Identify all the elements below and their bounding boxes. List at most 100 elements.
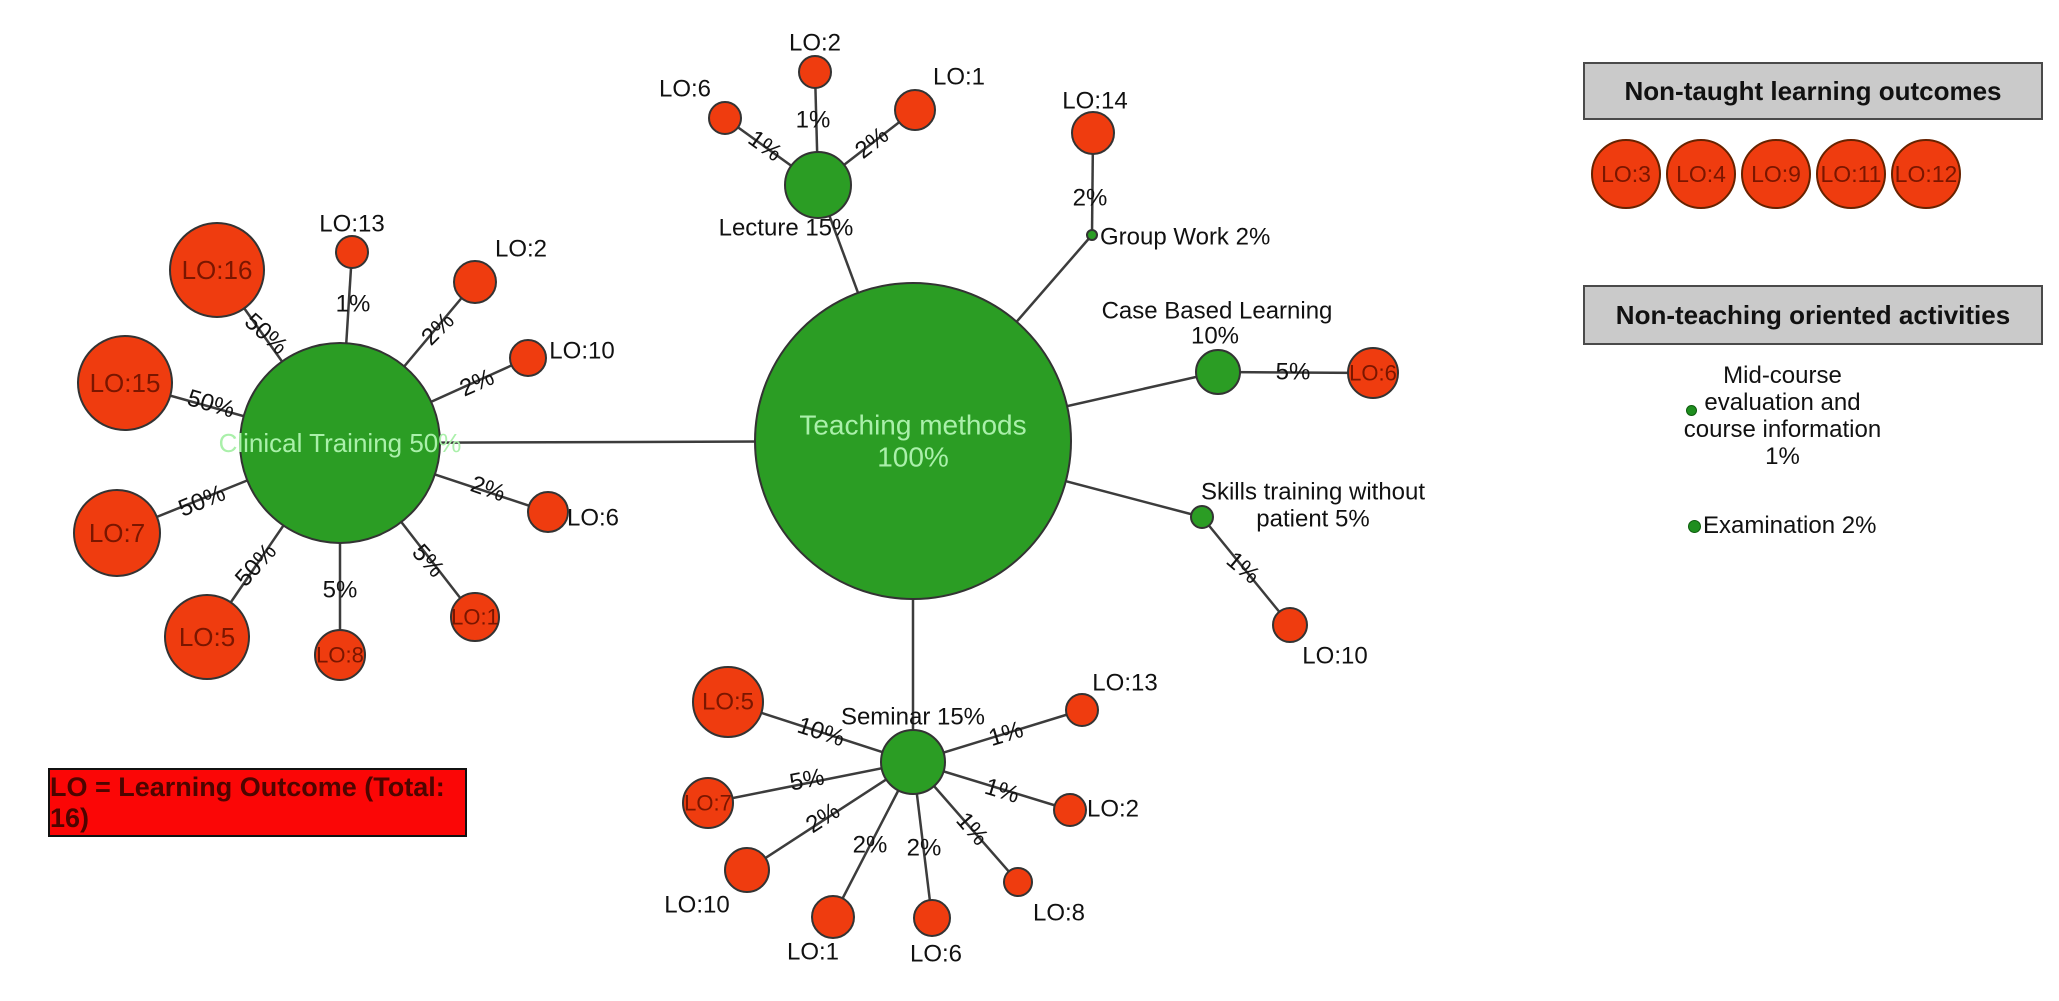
node-label-cl_lo5: LO:5 <box>179 622 235 652</box>
edge-percentage-label: 2% <box>907 835 942 862</box>
diagram-text-label: Skills training without <box>1201 479 1425 506</box>
edge-percentage-label: 1% <box>796 107 831 134</box>
edge-percentage-label: 50% <box>230 538 282 592</box>
edge-percentage-label: 1% <box>336 291 371 318</box>
node-label-sem_lo7: LO:7 <box>684 791 732 816</box>
node-skills <box>1190 505 1214 529</box>
node-teaching <box>754 282 1072 600</box>
node-label-teaching: 100% <box>877 442 949 473</box>
diagram-text-label: LO:2 <box>789 30 841 57</box>
non-taught-outcomes-header: Non-taught learning outcomes <box>1583 62 2043 120</box>
edge-percentage-label: 2% <box>1073 185 1108 212</box>
node-cl_lo15 <box>77 335 173 431</box>
node-sem_lo7 <box>682 777 734 829</box>
diagram-text-label: LO:14 <box>1062 88 1127 115</box>
node-label-cl_lo7: LO:7 <box>89 518 145 548</box>
node-cl_lo8 <box>314 629 366 681</box>
diagram-text-label: LO:2 <box>495 236 547 263</box>
diagram-text-label: LO:1 <box>787 939 839 966</box>
non-taught-outcome-circle: LO:12 <box>1891 139 1961 209</box>
node-sem_lo8 <box>1003 867 1033 897</box>
diagram-text-label: LO:10 <box>1302 643 1367 670</box>
edge-percentage-label: 5% <box>323 577 358 604</box>
node-lec_lo1 <box>894 89 936 131</box>
node-label-cbl_lo6: LO:6 <box>1349 361 1397 386</box>
node-groupwork <box>1086 229 1098 241</box>
non-taught-outcome-circle: LO:11 <box>1816 139 1886 209</box>
edge-skills-skl_lo10 <box>1201 516 1291 626</box>
node-sem_lo13 <box>1065 693 1099 727</box>
node-cl_lo10 <box>509 339 547 377</box>
edge-percentage-label: 2% <box>850 122 894 165</box>
examination-item: Examination 2% <box>1688 512 1876 540</box>
node-skl_lo10 <box>1272 607 1308 643</box>
non-taught-outcome-circle: LO:9 <box>1741 139 1811 209</box>
node-sem_lo5 <box>692 666 764 738</box>
diagram-text-label: LO:1 <box>933 64 985 91</box>
node-label-cl_lo8: LO:8 <box>316 643 364 668</box>
edge-percentage-label: 1% <box>743 125 787 167</box>
edge-percentage-label: 5% <box>787 763 826 796</box>
edge-percentage-label: 5% <box>1276 359 1311 386</box>
node-cbl <box>1195 349 1241 395</box>
node-cbl_lo6 <box>1347 347 1399 399</box>
diagram-text-label: LO:13 <box>319 211 384 238</box>
edge-percentage-label: 10% <box>794 712 848 753</box>
diagram-text-label: Case Based Learning <box>1102 298 1333 325</box>
node-cl_lo16 <box>169 222 265 318</box>
midcourse-line-2: evaluation and <box>1704 389 1861 416</box>
diagram-text-label: LO:8 <box>1033 900 1085 927</box>
diagram-text-label: patient 5% <box>1256 506 1369 533</box>
midcourse-line-1: Mid-course <box>1723 362 1842 389</box>
diagram-text-label: 10% <box>1191 323 1239 350</box>
edge-percentage-label: 1% <box>985 716 1026 752</box>
diagram-text-label: LO:6 <box>910 941 962 968</box>
node-seminar <box>880 729 946 795</box>
edge-seminar-sem_lo10 <box>746 760 914 872</box>
node-sem_lo2 <box>1053 793 1087 827</box>
lo-legend-box: LO = Learning Outcome (Total: 16) <box>48 768 467 837</box>
node-clinical <box>239 342 441 544</box>
edge-percentage-label: 1% <box>981 773 1022 809</box>
node-sem_lo10 <box>724 847 770 893</box>
diagram-text-label: Seminar 15% <box>841 704 985 731</box>
diagram-text-label: Group Work 2% <box>1100 224 1270 251</box>
node-label-clinical: Clinical Training 50% <box>219 428 462 458</box>
node-cl_lo1 <box>450 592 500 642</box>
edge-percentage-label: 2% <box>801 797 845 839</box>
midcourse-evaluation-item: Mid-course evaluation and course informa… <box>1655 362 1910 470</box>
node-label-cl_lo16: LO:16 <box>182 255 253 285</box>
diagram-text-label: LO:10 <box>664 892 729 919</box>
edge-percentage-label: 2% <box>456 364 499 403</box>
node-cl_lo6 <box>527 491 569 533</box>
node-label-cl_lo15: LO:15 <box>90 368 161 398</box>
non-taught-outcome-circle: LO:3 <box>1591 139 1661 209</box>
node-label-sem_lo5: LO:5 <box>702 689 754 716</box>
non-taught-outcomes-row: LO:3 LO:4 LO:9 LO:11 LO:12 <box>1591 139 1961 209</box>
non-teaching-activities-header: Non-teaching oriented activities <box>1583 285 2043 345</box>
examination-label: Examination 2% <box>1703 512 1877 539</box>
diagram-text-label: LO:6 <box>659 76 711 103</box>
node-cl_lo7 <box>73 489 161 577</box>
node-lo14 <box>1071 111 1115 155</box>
edge-percentage-label: 50% <box>239 308 293 360</box>
non-taught-outcome-circle: LO:4 <box>1666 139 1736 209</box>
node-lec_lo2 <box>798 55 832 89</box>
midcourse-line-4: 1% <box>1765 443 1800 470</box>
edge-percentage-label: 1% <box>1221 547 1265 590</box>
node-cl_lo13 <box>335 235 369 269</box>
edge-seminar-sem_lo7 <box>707 760 914 805</box>
edge-percentage-label: 2% <box>853 832 888 859</box>
midcourse-dot-icon <box>1686 405 1697 416</box>
node-label-cl_lo1: LO:1 <box>451 605 499 630</box>
node-lec_lo6 <box>708 101 742 135</box>
node-cl_lo5 <box>164 594 250 680</box>
diagram-text-label: LO:13 <box>1092 670 1157 697</box>
node-sem_lo6 <box>913 899 951 937</box>
edge-percentage-label: 2% <box>467 471 509 508</box>
examination-dot-icon <box>1688 519 1701 533</box>
node-lecture <box>784 151 852 219</box>
edge-percentage-label: 50% <box>175 479 230 522</box>
diagram-text-label: LO:6 <box>567 505 619 532</box>
